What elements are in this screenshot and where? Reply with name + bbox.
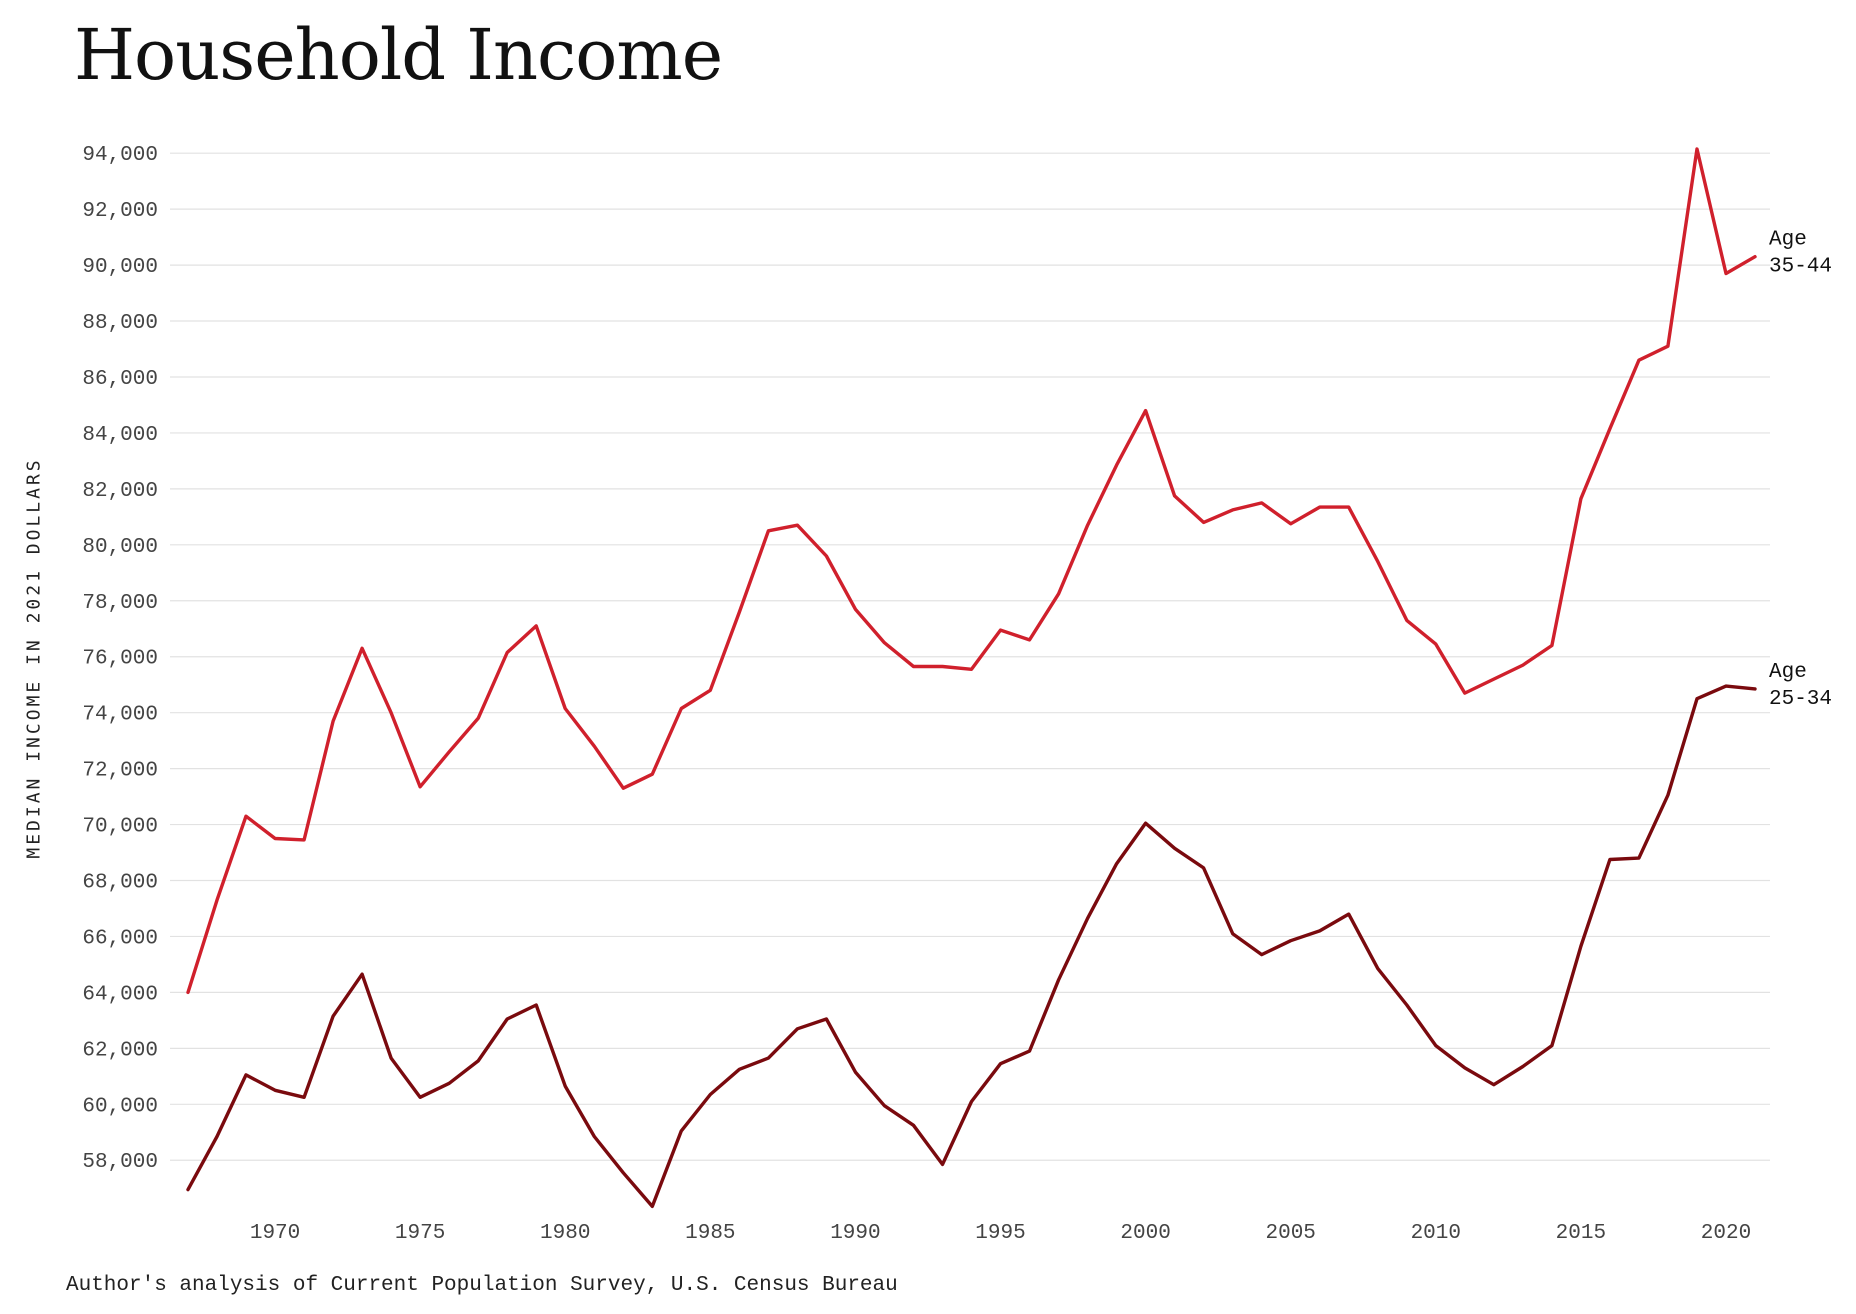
x-tick-label: 1985 [685, 1222, 735, 1245]
x-tick-label: 2020 [1701, 1222, 1751, 1245]
x-tick-label: 2015 [1556, 1222, 1606, 1245]
series-line-1 [186, 684, 1757, 1209]
series-label-line: Age [1769, 229, 1807, 252]
y-tick-label: 62,000 [82, 1039, 158, 1062]
y-tick-label: 92,000 [82, 200, 158, 223]
y-tick-label: 60,000 [82, 1095, 158, 1118]
y-tick-label: 84,000 [82, 424, 158, 447]
y-tick-label: 94,000 [82, 144, 158, 167]
x-tick-label: 1995 [975, 1222, 1025, 1245]
series-label-line: Age [1769, 661, 1807, 684]
source-note: Author's analysis of Current Population … [66, 1274, 898, 1297]
x-tick-label: 1990 [830, 1222, 880, 1245]
y-tick-label: 68,000 [82, 872, 158, 895]
x-tick-label: 2005 [1265, 1222, 1315, 1245]
y-tick-label: 88,000 [82, 312, 158, 335]
chart-title: Household Income [74, 14, 723, 96]
y-tick-label: 76,000 [82, 648, 158, 671]
x-tick-label: 2000 [1120, 1222, 1170, 1245]
x-tick-label: 1975 [395, 1222, 445, 1245]
y-tick-label: 82,000 [82, 480, 158, 503]
y-tick-label: 72,000 [82, 760, 158, 783]
y-tick-label: 86,000 [82, 368, 158, 391]
series-label-0: Age 35-44 [1769, 229, 1832, 279]
y-tick-label: 70,000 [82, 816, 158, 839]
x-tick-label: 2010 [1411, 1222, 1461, 1245]
y-tick-label: 74,000 [82, 704, 158, 727]
y-tick-label: 64,000 [82, 983, 158, 1006]
y-tick-label: 80,000 [82, 536, 158, 559]
x-tick-label: 1980 [540, 1222, 590, 1245]
series-label-1: Age 25-34 [1769, 661, 1832, 711]
x-tick-label: 1970 [250, 1222, 300, 1245]
y-tick-label: 90,000 [82, 256, 158, 279]
y-tick-label: 78,000 [82, 592, 158, 615]
series-label-line: 35-44 [1769, 256, 1832, 279]
series-label-line: 25-34 [1769, 688, 1832, 711]
y-tick-label: 66,000 [82, 927, 158, 950]
y-tick-label: 58,000 [82, 1151, 158, 1174]
series-line-0 [186, 147, 1757, 995]
